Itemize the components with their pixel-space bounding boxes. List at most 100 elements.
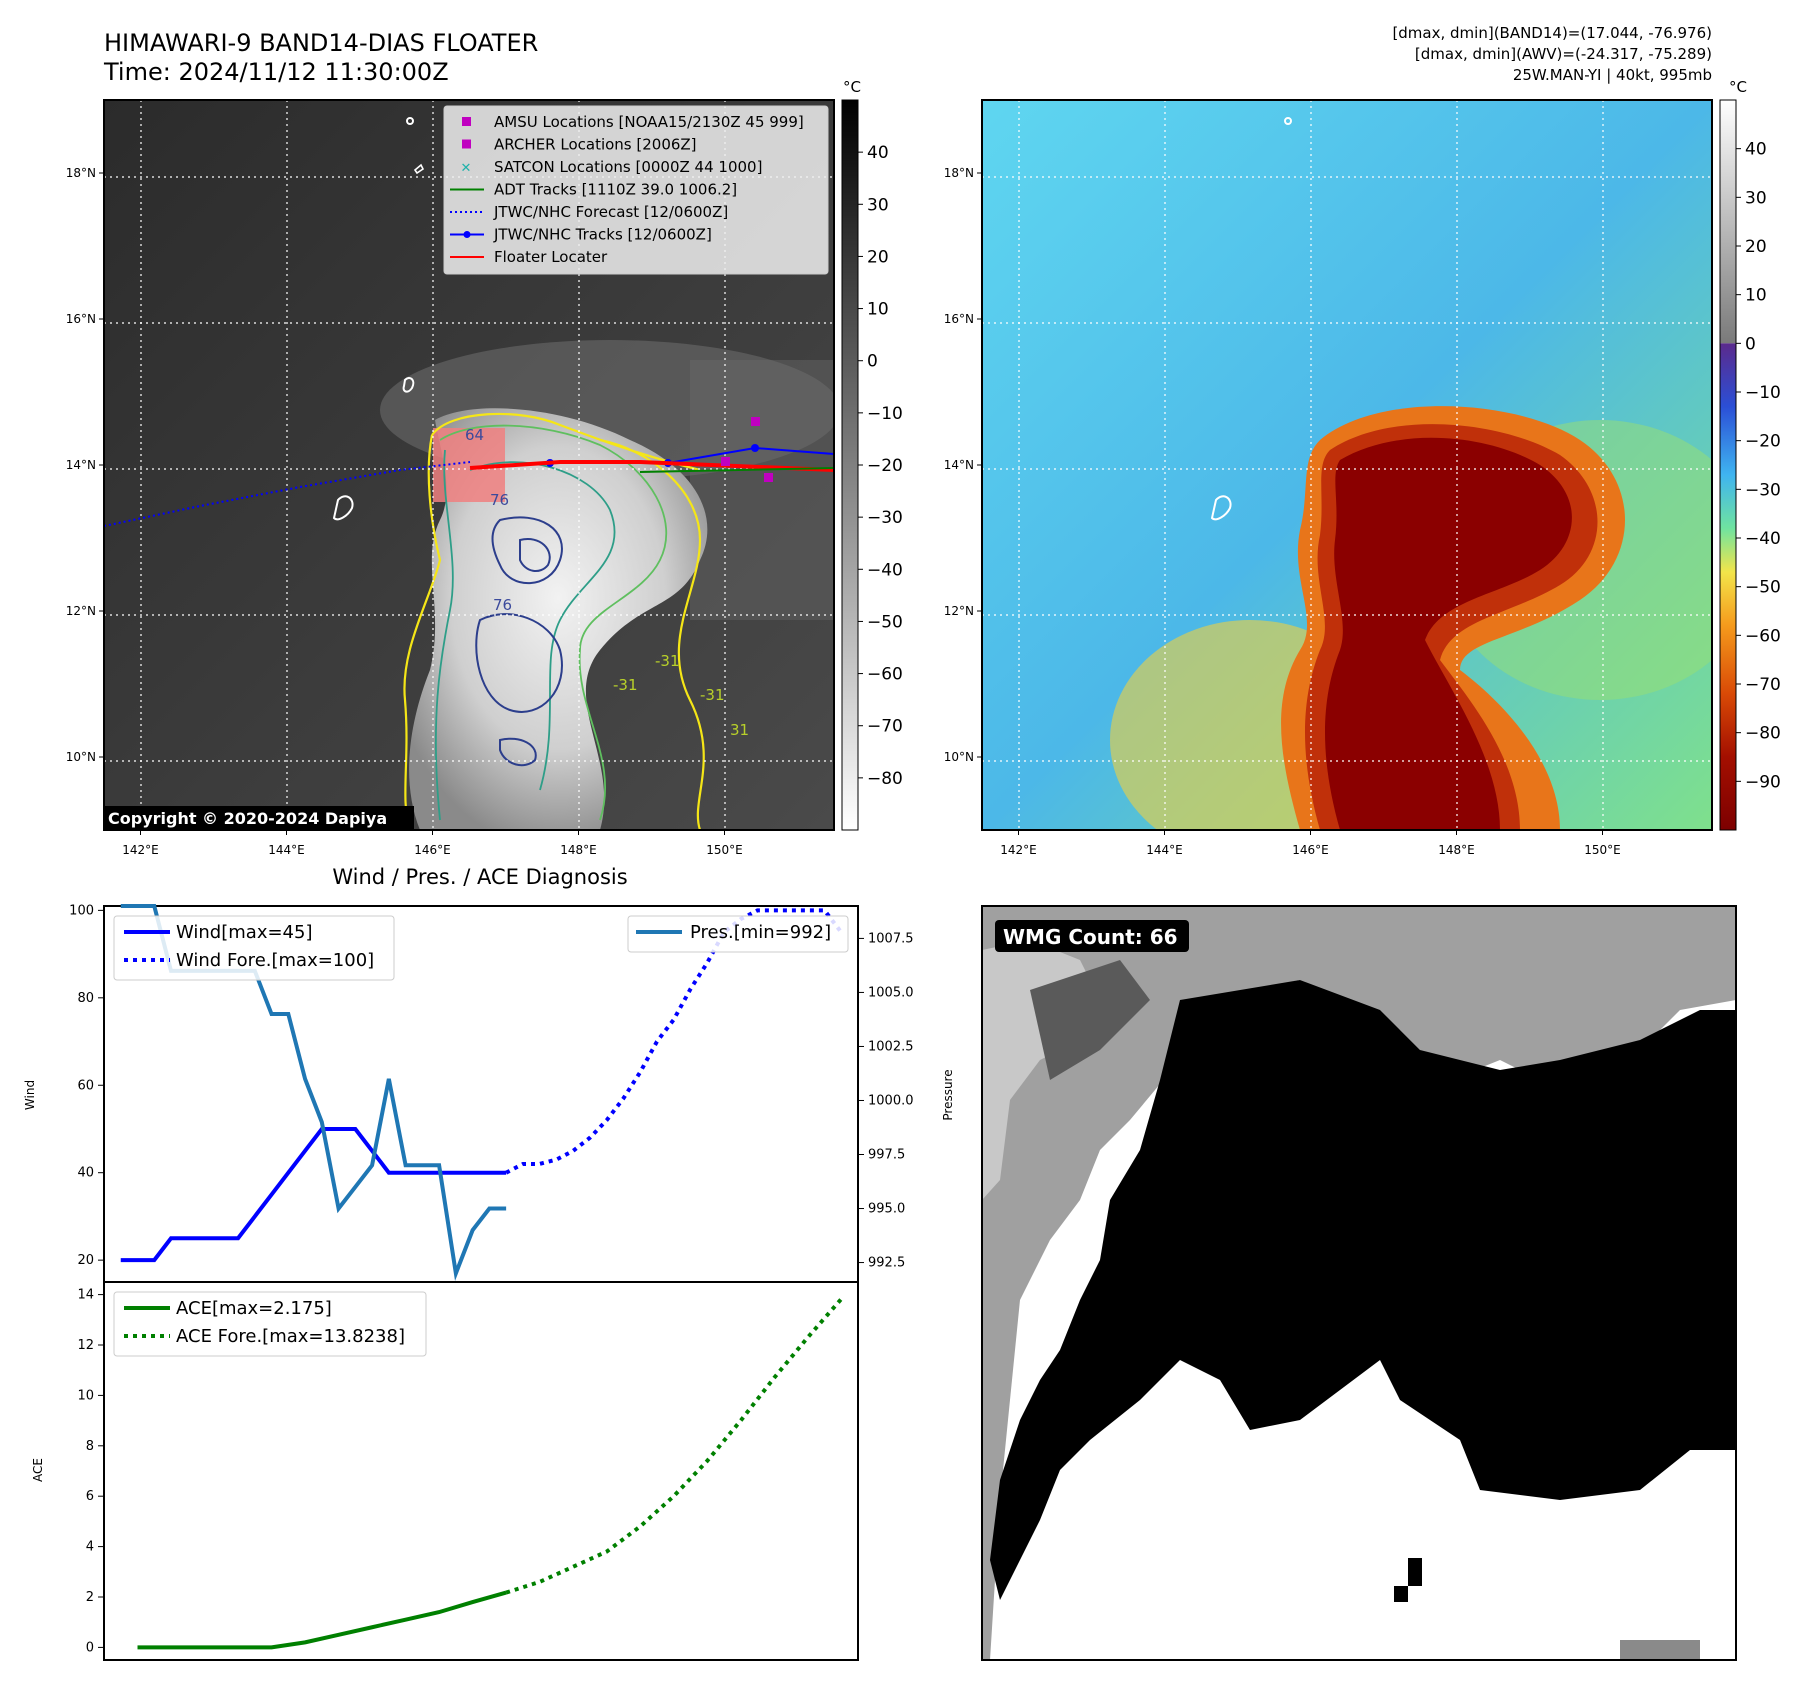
wind-tick-label: 40 (77, 1166, 94, 1181)
colorbar-tick-label: 40 (1745, 140, 1767, 160)
legend-pres: Pres.[min=992] (690, 922, 831, 943)
colorbar-tick-label: −10 (1745, 383, 1781, 403)
lat-tick-label: 16°N (66, 312, 96, 326)
wind-tick-label: 60 (77, 1078, 94, 1093)
lon-tick-label: 148°E (1438, 843, 1475, 857)
dmax-awv: [dmax, dmin](AWV)=(-24.317, -75.289) (1415, 45, 1712, 63)
pressure-tick-label: 997.5 (868, 1148, 905, 1163)
contour-label: -31 (613, 676, 638, 694)
legend-label: AMSU Locations [NOAA15/2130Z 45 999] (494, 113, 804, 131)
colorbar-tick-label: −40 (1745, 529, 1781, 549)
map1-lat-axis: 18°N 16°N 14°N 12°N 10°N (66, 166, 104, 764)
ace-tick-label: 0 (86, 1640, 94, 1655)
ace-legend: ACE[max=2.175] ACE Fore.[max=13.8238] (113, 1291, 427, 1357)
ace-tick-label: 6 (86, 1489, 94, 1504)
legend-ace-fore: ACE Fore.[max=13.8238] (176, 1326, 405, 1347)
color-map-panel: 18°N 16°N 14°N 12°N 10°N 142°E 144°E 146°E 148°… (944, 99, 1713, 857)
lat-tick-label: 12°N (66, 604, 96, 618)
wind-axis-label: Wind (23, 1080, 37, 1110)
pressure-axis-label: Pressure (941, 1069, 955, 1120)
ir-map-panel: Copyright © 2020-2024 Dapiya 64 76 76 -3… (66, 99, 835, 857)
ace-tick-label: 4 (86, 1540, 94, 1555)
lon-tick-label: 148°E (560, 843, 597, 857)
legend-item: JTWC/NHC Forecast [12/0600Z] (450, 203, 728, 221)
colorbar-tick-label: −80 (1745, 724, 1781, 744)
copyright-badge (104, 806, 414, 830)
wmg-panel: WMG Count: 66 (981, 905, 1737, 1661)
colorbar-tick-label: 10 (867, 300, 889, 320)
colorbar-tick-label: 0 (867, 352, 878, 372)
color-colorbar: °C 40 30 20 10 0 −10 −20 −30 −40 −50 −60 −70 −80 −90 (1719, 78, 1781, 831)
legend-wind: Wind[max=45] (176, 922, 313, 943)
colorbar-tick-label: −50 (867, 612, 903, 632)
legend-ace: ACE[max=2.175] (176, 1298, 332, 1319)
pressure-tick-label: 1000.0 (868, 1093, 914, 1108)
colorbar-tick-label: 20 (1745, 237, 1767, 257)
ace-tick-label: 2 (86, 1590, 94, 1605)
ace-tick-label: 10 (77, 1388, 94, 1403)
contour-label: 76 (493, 596, 512, 614)
ace-tick-label: 8 (86, 1439, 94, 1454)
wmg-count: WMG Count: 66 (1003, 925, 1178, 949)
colorbar-tick-label: −70 (867, 717, 903, 737)
colorbar-tick-label: −60 (1745, 626, 1781, 646)
colorbar-tick-label: −80 (867, 769, 903, 789)
contour-label: 76 (490, 491, 509, 509)
colorbar-tick-label: 0 (1745, 334, 1756, 354)
legend-label: SATCON Locations [0000Z 44 1000] (494, 158, 762, 176)
colorbar-tick-label: 30 (1745, 188, 1767, 208)
lat-tick-label: 14°N (944, 458, 974, 472)
ace-axis-label: ACE (31, 1458, 45, 1482)
wind-legend: Wind[max=45] Wind Fore.[max=100] (113, 915, 395, 981)
ace-tick-label: 14 (77, 1288, 94, 1303)
svg-text:✕: ✕ (461, 161, 472, 176)
colorbar-tick-label: 20 (867, 247, 889, 267)
legend-item: ARCHER Locations [2006Z] (462, 136, 697, 154)
lat-tick-label: 18°N (944, 166, 974, 180)
wmg-count-badge (995, 920, 1189, 952)
copyright-text: Copyright © 2020-2024 Dapiya (108, 809, 387, 828)
pressure-legend: Pres.[min=992] (627, 915, 849, 953)
lon-tick-label: 150°E (1584, 843, 1621, 857)
colorbar-tick-label: −70 (1745, 675, 1781, 695)
figure-time: Time: 2024/11/12 11:30:00Z (103, 58, 449, 86)
color-colorbar-unit: °C (1729, 78, 1747, 96)
legend-label: Floater Locater (494, 248, 608, 266)
legend-item: AMSU Locations [NOAA15/2130Z 45 999] (462, 113, 804, 131)
legend-label: JTWC/NHC Forecast [12/0600Z] (493, 203, 728, 221)
ace-panel: 14 12 10 8 6 4 2 0 ACE ACE[max=2.175] ACE Fore.… (31, 1281, 859, 1661)
lat-tick-label: 18°N (66, 166, 96, 180)
contour-label: -31 (655, 652, 680, 670)
wind-forecast-line (505, 908, 843, 1175)
lat-tick-label: 16°N (944, 312, 974, 326)
ace-tick-label: 12 (77, 1338, 94, 1353)
ace-line (137, 1590, 507, 1650)
lon-tick-label: 144°E (1146, 843, 1183, 857)
wind-tick-label: 100 (69, 903, 94, 918)
gray-colorbar: °C 40 30 20 10 0 −10 −20 −30 −40 −50 −60 −70 −80 (841, 78, 903, 831)
lat-tick-label: 10°N (944, 750, 974, 764)
contour-label: 64 (465, 426, 484, 444)
colorbar-tick-label: −20 (867, 456, 903, 476)
colorbar-tick-label: 30 (867, 195, 889, 215)
lon-tick-label: 146°E (1292, 843, 1329, 857)
colorbar-tick-label: −10 (867, 404, 903, 424)
colorbar-tick-label: −30 (867, 508, 903, 528)
colorbar-tick-label: −60 (867, 665, 903, 685)
lon-tick-label: 146°E (414, 843, 451, 857)
colorbar-tick-label: −30 (1745, 480, 1781, 500)
legend-label: JTWC/NHC Tracks [12/0600Z] (493, 226, 712, 244)
legend-item: ✕ SATCON Locations [0000Z 44 1000] (461, 158, 763, 176)
lon-tick-label: 142°E (122, 843, 159, 857)
diagnosis-title: Wind / Pres. / ACE Diagnosis (332, 865, 627, 889)
map2-lon-axis: 142°E 144°E 146°E 148°E 150°E (1000, 830, 1621, 857)
figure-title: HIMAWARI-9 BAND14-DIAS FLOATER (104, 29, 538, 57)
lon-tick-label: 150°E (706, 843, 743, 857)
map1-lon-axis: 142°E 144°E 146°E 148°E 150°E (122, 830, 743, 857)
contour-label: 31 (730, 721, 749, 739)
pressure-tick-label: 995.0 (868, 1202, 905, 1217)
colorbar-tick-label: 40 (867, 143, 889, 163)
lat-tick-label: 10°N (66, 750, 96, 764)
wind-tick-label: 20 (77, 1253, 94, 1268)
